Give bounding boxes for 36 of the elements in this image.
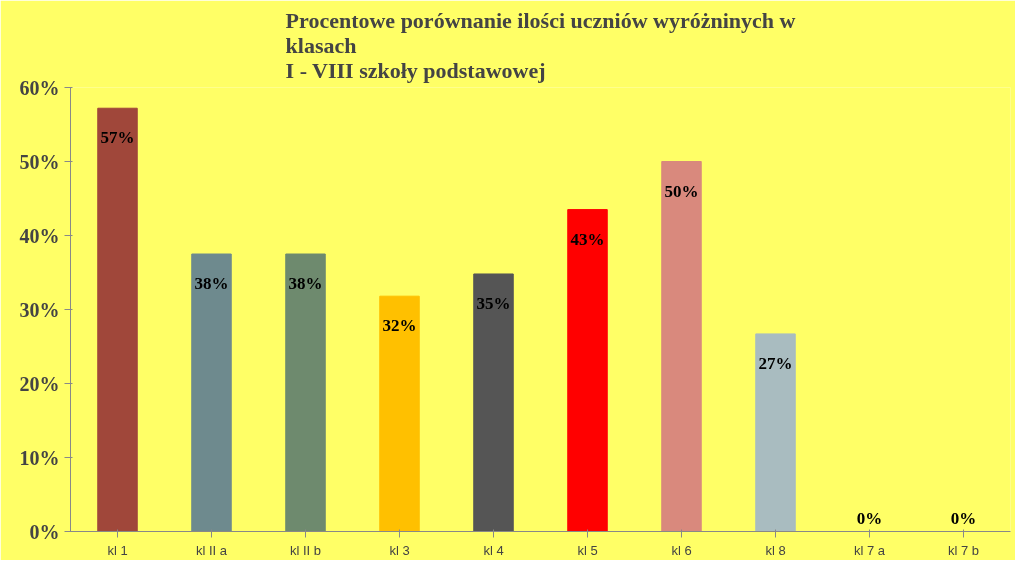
bar [473, 273, 514, 532]
y-tick-label: 0% [29, 520, 60, 543]
data-label: 32% [382, 316, 417, 336]
bar [379, 295, 420, 532]
y-tick-label: 50% [19, 150, 60, 173]
x-tick-label: kl II a [195, 542, 228, 558]
x-tick-label: kl 3 [389, 542, 410, 558]
x-tick-label: kl 6 [671, 542, 692, 558]
bar [661, 161, 702, 532]
x-tick-label: kl 5 [577, 542, 598, 558]
y-tick-label: 10% [19, 446, 60, 469]
data-label: 57% [100, 128, 135, 148]
bar [285, 253, 326, 532]
data-label: 35% [476, 294, 511, 314]
bar [97, 107, 138, 532]
x-tick-label: kl II b [289, 542, 322, 558]
x-tick-label: kl 7 b [947, 542, 980, 558]
chart-title: Procentowe porównanie ilości uczniów wyróżninych w klasach I - VIII szkoły podstawowej [285, 7, 796, 83]
data-label: 43% [570, 229, 605, 249]
x-tick-label: kl 7 a [853, 542, 886, 558]
y-tick-label: 40% [19, 224, 60, 247]
data-label: 38% [288, 274, 323, 294]
x-tick-label: kl 8 [765, 542, 786, 558]
bar [567, 209, 608, 532]
data-label: 50% [664, 181, 699, 201]
data-label: 0% [856, 508, 883, 528]
bar [191, 253, 232, 532]
bar [755, 333, 796, 532]
data-label: 0% [950, 508, 977, 528]
x-tick-label: kl 4 [483, 542, 504, 558]
data-label: 27% [758, 354, 793, 374]
x-tick-label: kl 1 [107, 542, 128, 558]
y-tick-label: 60% [19, 76, 60, 99]
y-tick-label: 20% [19, 372, 60, 395]
y-tick-label: 30% [19, 298, 60, 321]
data-label: 38% [194, 274, 229, 294]
